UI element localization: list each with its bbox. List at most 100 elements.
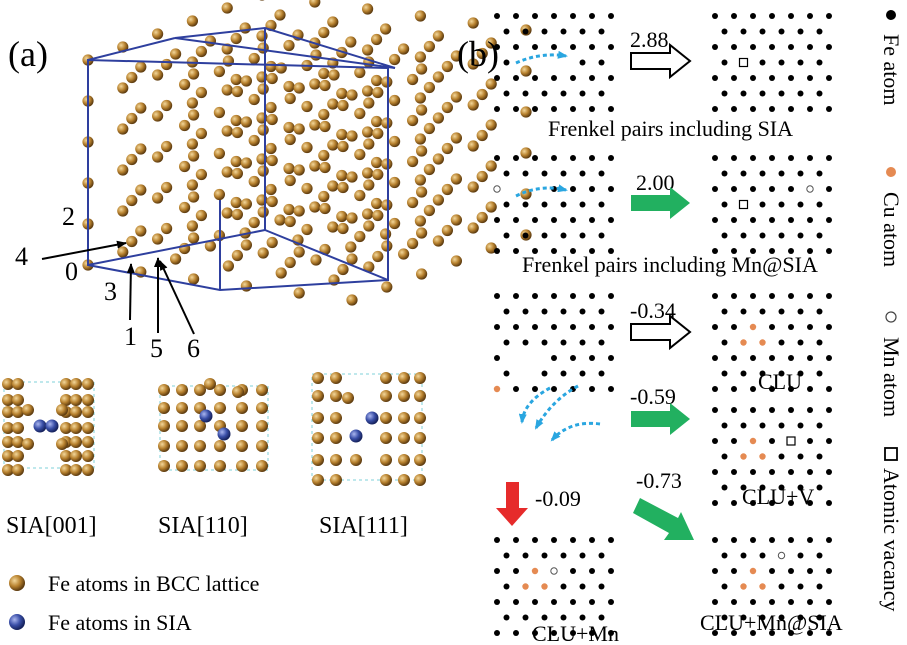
bcc-atom xyxy=(265,142,277,155)
sia-cell-outline xyxy=(159,385,269,471)
sia-lattice-atom xyxy=(82,436,94,448)
bcc-atom xyxy=(213,147,225,160)
bcc-atom xyxy=(336,210,348,223)
fe-atom xyxy=(589,106,595,112)
bcc-atom xyxy=(414,10,426,22)
bcc-atom xyxy=(222,260,234,272)
bcc-atom xyxy=(240,75,252,87)
fe-atom xyxy=(788,186,794,192)
bcc-atom xyxy=(204,240,216,252)
fe-atom xyxy=(494,75,500,81)
fe-atom xyxy=(778,59,785,66)
sia-lattice-atom xyxy=(60,394,72,406)
sia-lattice-atom xyxy=(330,454,342,466)
bcc-atom xyxy=(416,104,428,116)
fe-atom xyxy=(503,28,510,35)
bcc-supercell xyxy=(82,0,532,306)
pointer-1 xyxy=(126,263,135,321)
fe-atom xyxy=(589,186,595,192)
fe-atom xyxy=(816,201,823,208)
bcc-atom xyxy=(283,162,295,175)
fe-atom xyxy=(731,469,737,475)
dotted-jump-arrow-1 xyxy=(515,50,568,65)
cu-atom xyxy=(759,453,766,460)
bcc-atom xyxy=(301,100,313,113)
bcc-atom xyxy=(310,49,322,61)
fe-atom xyxy=(513,537,519,543)
fe-atom xyxy=(551,599,557,605)
bcc-atom xyxy=(186,220,198,232)
fe-atom xyxy=(759,170,766,177)
bcc-atom xyxy=(407,196,419,209)
cu-atom xyxy=(749,437,757,445)
fe-atom xyxy=(769,407,775,413)
bcc-atom xyxy=(293,123,305,135)
fe-atom xyxy=(560,552,567,559)
fe-atom xyxy=(513,324,519,330)
fe-atom xyxy=(598,201,605,208)
bcc-atom xyxy=(240,198,252,210)
fe-atom xyxy=(579,339,586,346)
bcc-atom xyxy=(441,224,453,237)
fe-atom xyxy=(503,90,510,97)
sia-lattice-atom xyxy=(350,454,362,466)
fe-atom xyxy=(570,44,576,50)
sia-lattice-atom xyxy=(12,450,24,462)
bcc-atom xyxy=(221,125,233,137)
bcc-atom xyxy=(520,65,532,77)
fe-atom xyxy=(551,386,557,392)
fe-atom xyxy=(826,355,832,361)
sia-lattice-atom xyxy=(330,474,342,486)
atom-grid xyxy=(712,155,832,254)
bcc-atom xyxy=(380,23,392,35)
fe-atom xyxy=(721,552,728,559)
sia-lattice-atom xyxy=(82,464,94,476)
sia-atom-legend-icon xyxy=(9,614,25,630)
sia-lattice-atom xyxy=(12,422,24,434)
fe-atom xyxy=(570,217,576,223)
atom-grid xyxy=(493,155,614,254)
bcc-atom xyxy=(450,132,462,144)
sia-lattice-atom xyxy=(380,412,392,424)
fe-atom xyxy=(608,293,614,299)
bcc-atom xyxy=(362,44,374,56)
sia-lattice-atom xyxy=(82,378,94,390)
bcc-atom xyxy=(337,181,349,194)
sia-001-structure xyxy=(2,378,95,476)
fe-atom xyxy=(816,170,823,177)
bcc-atom xyxy=(309,201,321,213)
green-arrow-clu-v xyxy=(631,403,690,435)
bcc-atom xyxy=(309,0,321,8)
fe-atom xyxy=(721,170,728,177)
fe-atom xyxy=(816,59,823,66)
bcc-atom xyxy=(152,151,164,163)
sia-lattice-atom xyxy=(236,420,248,432)
fe-atom xyxy=(759,90,766,97)
fe-atom xyxy=(750,186,756,192)
fe-atom xyxy=(769,386,775,392)
green-arrow-clu-mn-sia xyxy=(633,498,694,540)
bcc-atom xyxy=(293,246,305,258)
bcc-atom xyxy=(301,223,313,236)
fe-atom xyxy=(513,217,519,223)
fe-atom xyxy=(826,469,832,475)
sia-lattice-atom xyxy=(414,412,426,424)
sia-lattice-atom xyxy=(398,454,410,466)
fe-atom xyxy=(769,630,775,636)
bcc-atom xyxy=(441,60,453,73)
fe-atom xyxy=(721,308,728,315)
fe-atom xyxy=(608,324,614,330)
fe-atom xyxy=(826,500,832,506)
fe-atom xyxy=(551,355,557,361)
fe-atom xyxy=(797,583,804,590)
fe-atom xyxy=(807,469,813,475)
bcc-atom xyxy=(520,147,532,159)
sia-lattice-atom xyxy=(70,450,82,462)
bcc-atom xyxy=(407,114,419,127)
fe-atom xyxy=(721,339,728,346)
bcc-atom xyxy=(293,205,305,217)
site-label-0: 0 xyxy=(65,257,78,286)
fe-atom xyxy=(797,28,804,35)
sia-labels: SIA[001] SIA[110] SIA[111] xyxy=(6,513,408,539)
bcc-atom xyxy=(414,133,426,145)
